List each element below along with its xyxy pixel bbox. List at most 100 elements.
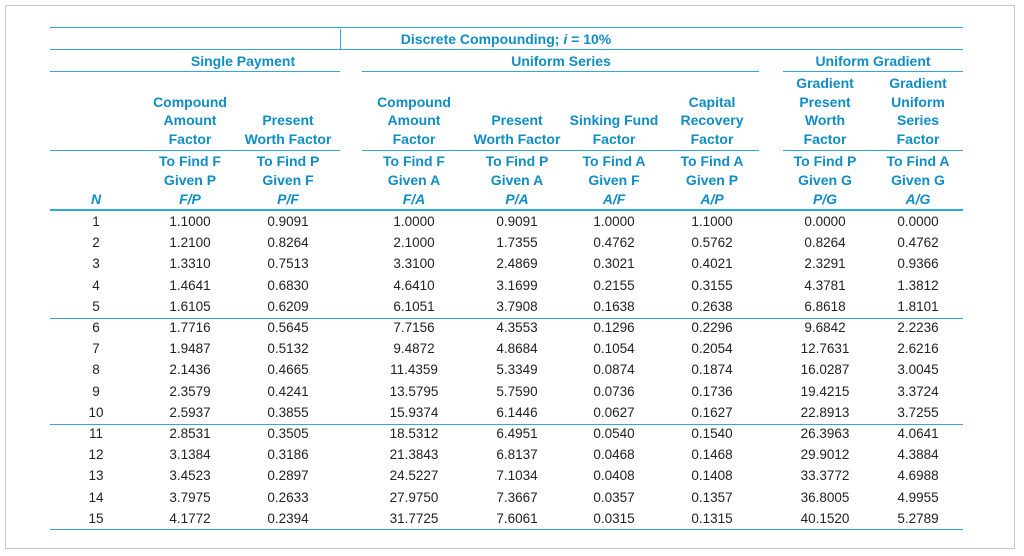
table-cell: 0.4665 [267,362,309,378]
column-4-symbol: A/F [602,191,626,207]
table-cell: 6.1051 [393,298,435,314]
table-cell: 0.2897 [267,468,309,484]
column-7-given: Given G [891,172,945,188]
row-group-rule-2 [50,424,963,425]
column-5-name-line: Factor [690,131,734,147]
table-cell: 0.4762 [897,235,939,251]
header-bottom-rule [50,209,963,211]
column-5-name-line: Recovery [680,112,744,129]
row-n-cell: 2 [92,235,100,251]
row-n-cell: 14 [88,489,104,505]
table-cell: 0.0627 [593,404,635,420]
table-cell: 0.5132 [267,341,309,357]
table-cell: 2.2236 [897,320,939,335]
table-cell: 0.1627 [691,404,733,420]
table-cell: 1.3310 [169,256,211,272]
table-cell: 4.0641 [897,426,939,441]
group-single-payment: Single Payment [190,53,296,69]
column-1-given: Given F [262,172,314,188]
table-cell: 15.9374 [389,404,439,420]
table-cell: 29.9012 [800,447,850,463]
table-cell: 0.3505 [267,426,309,441]
column-0-symbol: F/P [179,191,201,207]
table-cell: 7.1034 [496,468,538,484]
column-7-symbol: A/G [905,191,931,207]
table-cell: 0.6830 [267,277,309,293]
table-cell: 0.0000 [897,214,939,229]
column-7-name-line: Uniform [891,93,945,110]
table-cell: 0.2155 [593,277,635,293]
row-n-cell: 4 [92,277,100,293]
table-cell: 4.6988 [897,468,939,484]
row-n-cell: 3 [92,256,100,272]
table-cell: 0.8264 [267,235,309,251]
top-rule [50,27,963,28]
column-6-symbol: P/G [812,191,838,207]
table-cell: 2.5937 [169,404,211,420]
table-cell: 0.1315 [691,510,733,526]
table-cell: 7.6061 [496,510,538,526]
table-cell: 2.8531 [169,426,211,441]
table-cell: 0.8264 [804,235,846,251]
column-5-to-find: To Find A [680,153,744,169]
column-0-name-line: Compound [153,93,227,110]
table-cell: 0.0736 [593,383,635,399]
table-cell: 6.8137 [496,447,538,463]
row-n-cell: 15 [88,510,104,526]
table-cell: 4.8684 [496,341,538,357]
column-1-name-line: Present [262,112,314,129]
table-cell: 1.2100 [169,235,211,251]
column-2-name-line: Amount [387,112,441,129]
table-cell: 4.3781 [804,277,846,293]
table-cell: 0.1468 [691,447,733,463]
row-n-cell: 1 [92,214,100,229]
column-3-name-line: Present [491,112,543,129]
column-4-to-find: To Find A [582,153,646,169]
title-prefix: Discrete Compounding; [400,31,564,47]
column-6-to-find: To Find P [793,153,857,169]
table-cell: 0.0000 [804,214,846,229]
table-cell: 36.8005 [800,489,850,505]
table-cell: 2.1436 [169,362,211,378]
table-cell: 0.2054 [691,341,733,357]
table-cell: 3.3100 [393,256,435,272]
table-cell: 3.7975 [169,489,211,505]
table-cell: 0.1054 [593,341,635,357]
table-cell: 18.5312 [389,426,439,441]
table-cell: 3.0045 [897,362,939,378]
title-left-end [340,29,341,49]
column-7-name-line: Gradient [889,74,947,91]
table-cell: 0.5645 [267,320,309,335]
table-cell: 0.2633 [267,489,309,505]
table-cell: 5.2789 [897,510,939,526]
column-5-name-line: Capital [688,93,736,110]
column-6-given: Given G [798,172,852,188]
table-cell: 0.1638 [593,298,635,314]
table-cell: 33.3772 [800,468,850,484]
uniform-gradient-sub-rule [783,150,963,151]
table-cell: 1.8101 [897,298,939,314]
table-cell: 12.7631 [800,341,850,357]
column-3-name-line: Worth Factor [473,131,561,147]
table-cell: 2.1000 [393,235,435,251]
column-2-to-find: To Find F [383,153,445,169]
table-cell: 2.3291 [804,256,846,272]
table-cell: 0.0468 [593,447,635,463]
table-cell: 6.1446 [496,404,538,420]
table-cell: 4.3553 [496,320,538,335]
n-column-header: N [90,191,102,207]
group-uniform-gradient: Uniform Gradient [815,53,931,69]
column-6-name-line: Factor [803,131,847,147]
column-6-name-line: Gradient [796,74,854,91]
table-cell: 1.0000 [393,214,435,229]
column-2-name-line: Compound [377,93,451,110]
table-cell: 0.1296 [593,320,635,335]
table-cell: 0.4021 [691,256,733,272]
table-cell: 0.4762 [593,235,635,251]
table-cell: 0.9091 [267,214,309,229]
table-cell: 2.4869 [496,256,538,272]
bottom-rule [50,529,963,530]
column-4-given: Given F [588,172,640,188]
table-cell: 7.3667 [496,489,538,505]
table-cell: 1.3812 [897,277,939,293]
